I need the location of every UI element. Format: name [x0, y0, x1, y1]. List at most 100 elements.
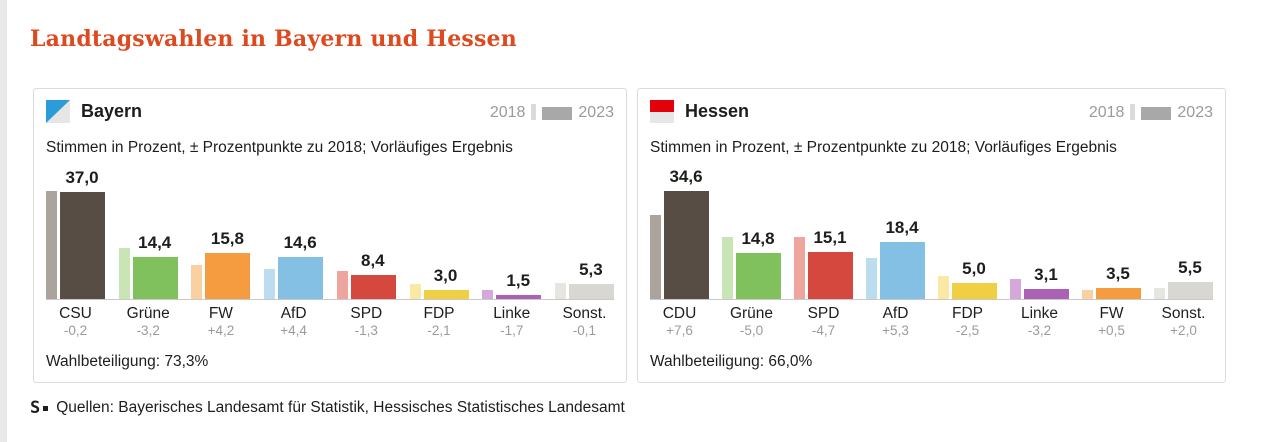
bar-2023: [880, 241, 925, 299]
bar-2018: [650, 214, 661, 299]
party-bar-group: 14,4: [118, 165, 178, 299]
party-bar-group: 15,8: [191, 165, 251, 299]
panel-hessen: Hessen 2018 2023 Stimmen in Prozent, ± P…: [637, 88, 1226, 383]
party-name-label: Linke: [493, 305, 531, 322]
party-name-label: FW: [208, 305, 233, 322]
bar-2018: [722, 237, 733, 299]
party-change-label: -0,2: [63, 323, 88, 338]
party-change-label: -1,7: [500, 323, 524, 338]
party-name-label: Grüne: [729, 305, 774, 322]
legend-year-2023: 2023: [1177, 103, 1213, 121]
party-name-label: Linke: [1020, 305, 1059, 322]
bar-2018: [409, 284, 421, 299]
bar-value-label: 15,8: [210, 229, 244, 249]
party-label-cell: FW +4,2: [191, 305, 250, 339]
bar-value-label: 18,4: [885, 217, 919, 237]
bar-2023: [350, 274, 396, 299]
bar-2023: [1168, 281, 1213, 299]
panel-bayern-subtitle: Stimmen in Prozent, ± Prozentpunkte zu 2…: [46, 139, 513, 156]
bar-value-label: 34,6: [669, 167, 703, 186]
panel-hessen-header: Hessen 2018 2023: [650, 100, 1213, 123]
legend-year-2023: 2023: [578, 103, 614, 121]
bar-2018: [336, 270, 348, 299]
party-bar-group: 37,0: [46, 165, 105, 299]
party-change-label: -5,0: [739, 323, 764, 338]
bar-2023: [664, 191, 709, 299]
party-change-label: -0,1: [572, 323, 597, 338]
party-name-label: CSU: [59, 305, 92, 322]
party-label-cell: FDP -2,1: [410, 305, 469, 339]
party-label-cell: FW +0,5: [1082, 305, 1141, 339]
bar-value-label: 14,4: [138, 233, 172, 253]
bar-2018: [46, 191, 57, 299]
page-left-stripe: [0, 0, 7, 442]
party-label-cell: AfD +4,4: [264, 305, 323, 339]
bayern-party-labels: CSU -0,2 Grüne -3,2 FW +4,2 AfD +4,4 SPD -1,3 FDP -…: [46, 305, 614, 339]
bar-2018: [264, 269, 276, 299]
party-name-label: Grüne: [126, 305, 170, 322]
bar-2018: [1154, 288, 1165, 299]
party-bar-group: 5,5: [1154, 165, 1213, 299]
party-label-cell: FDP -2,5: [938, 305, 997, 339]
bar-2018: [1082, 289, 1093, 299]
party-bar-group: 34,6: [650, 165, 709, 299]
bar-2023: [568, 283, 614, 299]
party-label-cell: Sonst. -0,1: [555, 305, 614, 339]
legend-swatch-2018: [1130, 103, 1136, 120]
party-change-label: +4,2: [207, 323, 235, 338]
party-bar-group: 8,4: [336, 165, 396, 299]
bar-2018: [554, 283, 566, 299]
bar-value-label: 14,6: [283, 232, 317, 252]
legend: 2018 2023: [1088, 103, 1213, 121]
bar-value-label: 37,0: [65, 167, 99, 187]
party-bar-group: 15,1: [794, 165, 853, 299]
hessen-bar-chart: 34,6 14,8 15,1 18,4 5,0 3,1 3,5 5,5: [650, 165, 1213, 300]
party-change-label: -1,3: [354, 323, 378, 338]
bar-2023: [1024, 289, 1069, 299]
party-label-cell: CDU +7,6: [650, 305, 709, 339]
bar-value-label: 1,5: [506, 270, 531, 290]
party-label-cell: SPD -1,3: [337, 305, 396, 339]
bar-2023: [60, 191, 105, 299]
party-label-cell: Grüne -5,0: [722, 305, 781, 339]
party-name-label: FW: [1099, 305, 1124, 322]
party-change-label: -2,5: [955, 323, 980, 338]
party-bar-group: 18,4: [866, 165, 925, 299]
legend-swatch-2023: [1141, 106, 1172, 120]
party-name-label: CDU: [662, 305, 697, 322]
bar-2023: [952, 283, 997, 299]
bar-2018: [938, 275, 949, 299]
bar-value-label: 15,1: [813, 227, 847, 247]
party-bar-group: 3,1: [1010, 165, 1069, 299]
bar-2023: [736, 252, 781, 299]
sz-logo-icon: S: [30, 399, 49, 417]
bayern-flag-icon: [46, 100, 70, 123]
party-change-label: -2,1: [427, 323, 451, 338]
party-name-label: FDP: [952, 305, 983, 322]
party-name-label: SPD: [807, 305, 840, 322]
party-name-label: Sonst.: [1161, 305, 1206, 322]
bar-2018: [794, 237, 805, 299]
bar-2018: [866, 258, 877, 299]
panel-bayern-header: Bayern 2018 2023: [46, 100, 614, 123]
party-label-cell: CSU -0,2: [46, 305, 105, 339]
party-change-label: +2,0: [1170, 323, 1197, 338]
bar-value-label: 3,1: [1034, 265, 1058, 285]
hessen-flag-icon: [650, 100, 674, 123]
legend-swatch-2023: [542, 106, 573, 120]
panel-hessen-title: Hessen: [685, 101, 750, 121]
party-bar-group: 14,6: [264, 165, 324, 299]
party-bar-group: 14,8: [722, 165, 781, 299]
party-change-label: -3,2: [136, 323, 160, 338]
bar-2018: [191, 265, 203, 299]
bar-value-label: 3,5: [1106, 264, 1130, 284]
bar-2023: [423, 290, 469, 299]
bar-value-label: 8,4: [360, 250, 385, 270]
party-label-cell: Grüne -3,2: [119, 305, 178, 339]
bar-2023: [496, 294, 542, 299]
panel-bayern: Bayern 2018 2023 Stimmen in Prozent, ± P…: [33, 88, 627, 383]
panel-hessen-subtitle: Stimmen in Prozent, ± Prozentpunkte zu 2…: [650, 139, 1117, 156]
party-name-label: AfD: [882, 305, 909, 322]
legend-year-2018: 2018: [1088, 103, 1125, 121]
party-change-label: +5,3: [882, 323, 909, 338]
